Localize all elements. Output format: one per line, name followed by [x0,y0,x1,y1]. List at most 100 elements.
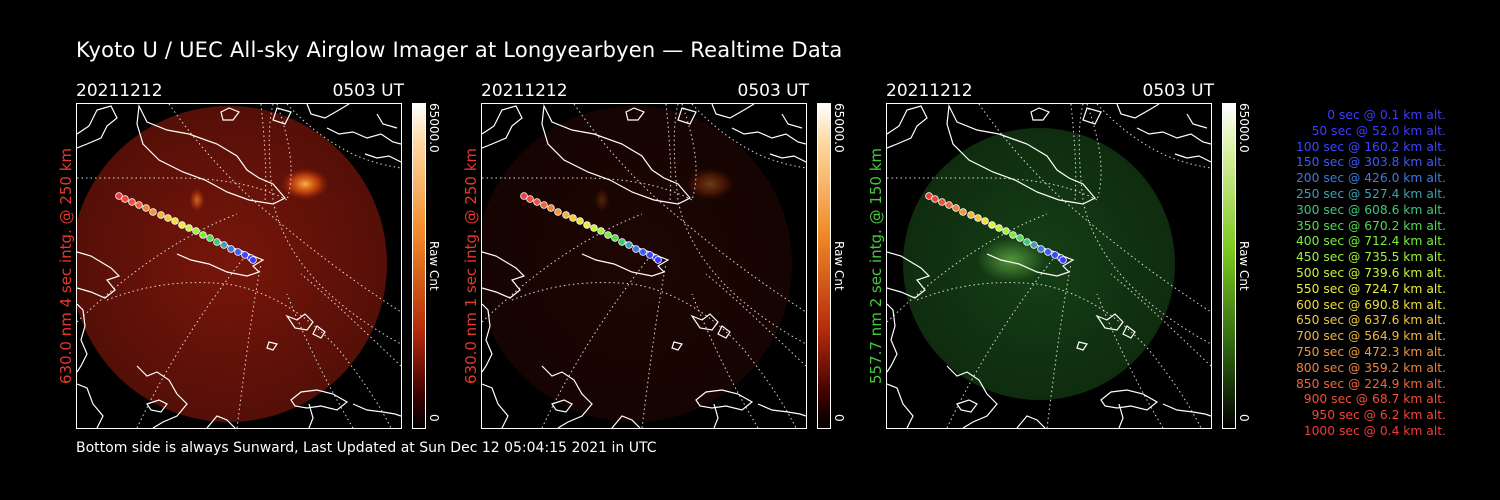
coastline [482,251,526,299]
coastline [220,107,240,121]
trajectory-point [1044,248,1052,256]
colorbar [1222,103,1236,429]
trajectory-point [1030,241,1038,249]
trajectory-point [227,245,235,253]
coastline [671,341,683,351]
trajectory-point [1051,251,1059,259]
trajectory-point [959,208,967,216]
coastline [986,239,1075,277]
coastline [308,403,314,428]
colorbar-unit-label: Raw Cnt [427,241,441,291]
grid-line [681,104,697,201]
grid-line [887,177,1098,201]
trajectory-point [249,256,257,264]
coastline [551,399,573,413]
legend-row: 700 sec @ 564.9 km alt. [1295,329,1446,344]
coastline [946,365,998,428]
coastline [690,313,719,331]
coastline [1076,341,1088,351]
coastline [1116,104,1160,119]
trajectory-point [576,217,584,225]
grid-line [511,282,797,428]
coastline [946,104,1096,205]
trajectory-point [938,198,946,206]
legend-row: 300 sec @ 608.6 km alt. [1295,202,1446,217]
trajectory-point [185,224,193,232]
grid-line [482,177,693,201]
colorbar [412,103,426,429]
panel-time: 0503 UT [1142,81,1215,101]
grid-line [1096,293,1164,428]
grid-line [276,104,292,201]
coastline [1136,127,1211,145]
legend-row: 0 sec @ 0.1 km alt. [1327,108,1446,122]
coastline [581,239,670,277]
coastline [77,383,104,428]
coastline [541,365,593,428]
grid-line [705,273,806,367]
coastline [541,104,691,205]
grid-line [673,104,806,345]
grid-line [916,282,1202,428]
colorbar-min-label: 0 [1237,414,1251,422]
coastline [956,399,978,413]
coastline [206,415,236,428]
legend-row: 250 sec @ 527.4 km alt. [1295,186,1446,201]
trajectory-point [164,214,172,222]
trajectory-point [611,234,619,242]
legend-row: 850 sec @ 224.9 km alt. [1295,376,1446,391]
trajectory-point [206,234,214,242]
coastline [695,389,754,411]
aurora-patch [281,168,329,200]
coastline [77,303,88,373]
legend-row: 550 sec @ 724.7 km alt. [1295,281,1446,296]
coastline [887,303,898,373]
legend-row: 150 sec @ 303.8 km alt. [1295,155,1446,170]
grid-line [168,104,401,313]
trajectory-point [654,256,662,264]
legend-row: 400 sec @ 712.4 km alt. [1295,234,1446,249]
trajectory-point [220,241,228,249]
grid-line [77,177,288,201]
wavelength-label: 630.0 nm 4 sec intg. @ 250 km [57,147,76,385]
page-title: Kyoto U / UEC All-sky Airglow Imager at … [76,38,843,62]
legend-row: 500 sec @ 739.6 km alt. [1295,265,1446,280]
coastline [326,127,401,145]
coastline [306,104,350,119]
trajectory-point [128,198,136,206]
coastline [290,389,349,411]
trajectory-point [925,192,933,200]
imager-panel-2: 20211212 0503 UT 65000.0 Raw Cnt 0 630.0… [462,81,881,431]
colorbar-max-label: 65000.0 [1237,103,1251,153]
coastline [136,365,188,428]
grid-line [978,104,1211,313]
legend-row: 650 sec @ 637.6 km alt. [1295,313,1446,328]
wavelength-label: 630.0 nm 1 sec intg. @ 250 km [462,147,481,385]
coastline [482,383,509,428]
coastline [1100,389,1159,411]
legend-row: 100 sec @ 160.2 km alt. [1295,139,1446,154]
trajectory-point [533,198,541,206]
trajectory-point [590,224,598,232]
trajectory-point [1016,234,1024,242]
coastline [887,383,914,428]
trajectory-point [157,211,165,219]
coastline [482,303,493,373]
legend-row: 350 sec @ 670.2 km alt. [1295,218,1446,233]
coastline [1082,107,1102,125]
trajectory-point [583,221,591,229]
grid-line [573,104,806,313]
coastline [717,325,731,339]
trajectory-legend: 0 sec @ 0.1 km alt. 50 sec @ 52.0 km alt.… [1262,108,1446,440]
legend-row: 900 sec @ 68.7 km alt. [1303,392,1446,407]
coastline [136,104,286,205]
trajectory-point [1023,238,1031,246]
coastline [1122,325,1136,339]
coastline [625,107,645,121]
colorbar [817,103,831,429]
coastline [711,104,755,119]
coastline [1030,107,1050,121]
trajectory-point [241,251,249,259]
grid-line [482,213,643,323]
trajectory-point [1037,245,1045,253]
